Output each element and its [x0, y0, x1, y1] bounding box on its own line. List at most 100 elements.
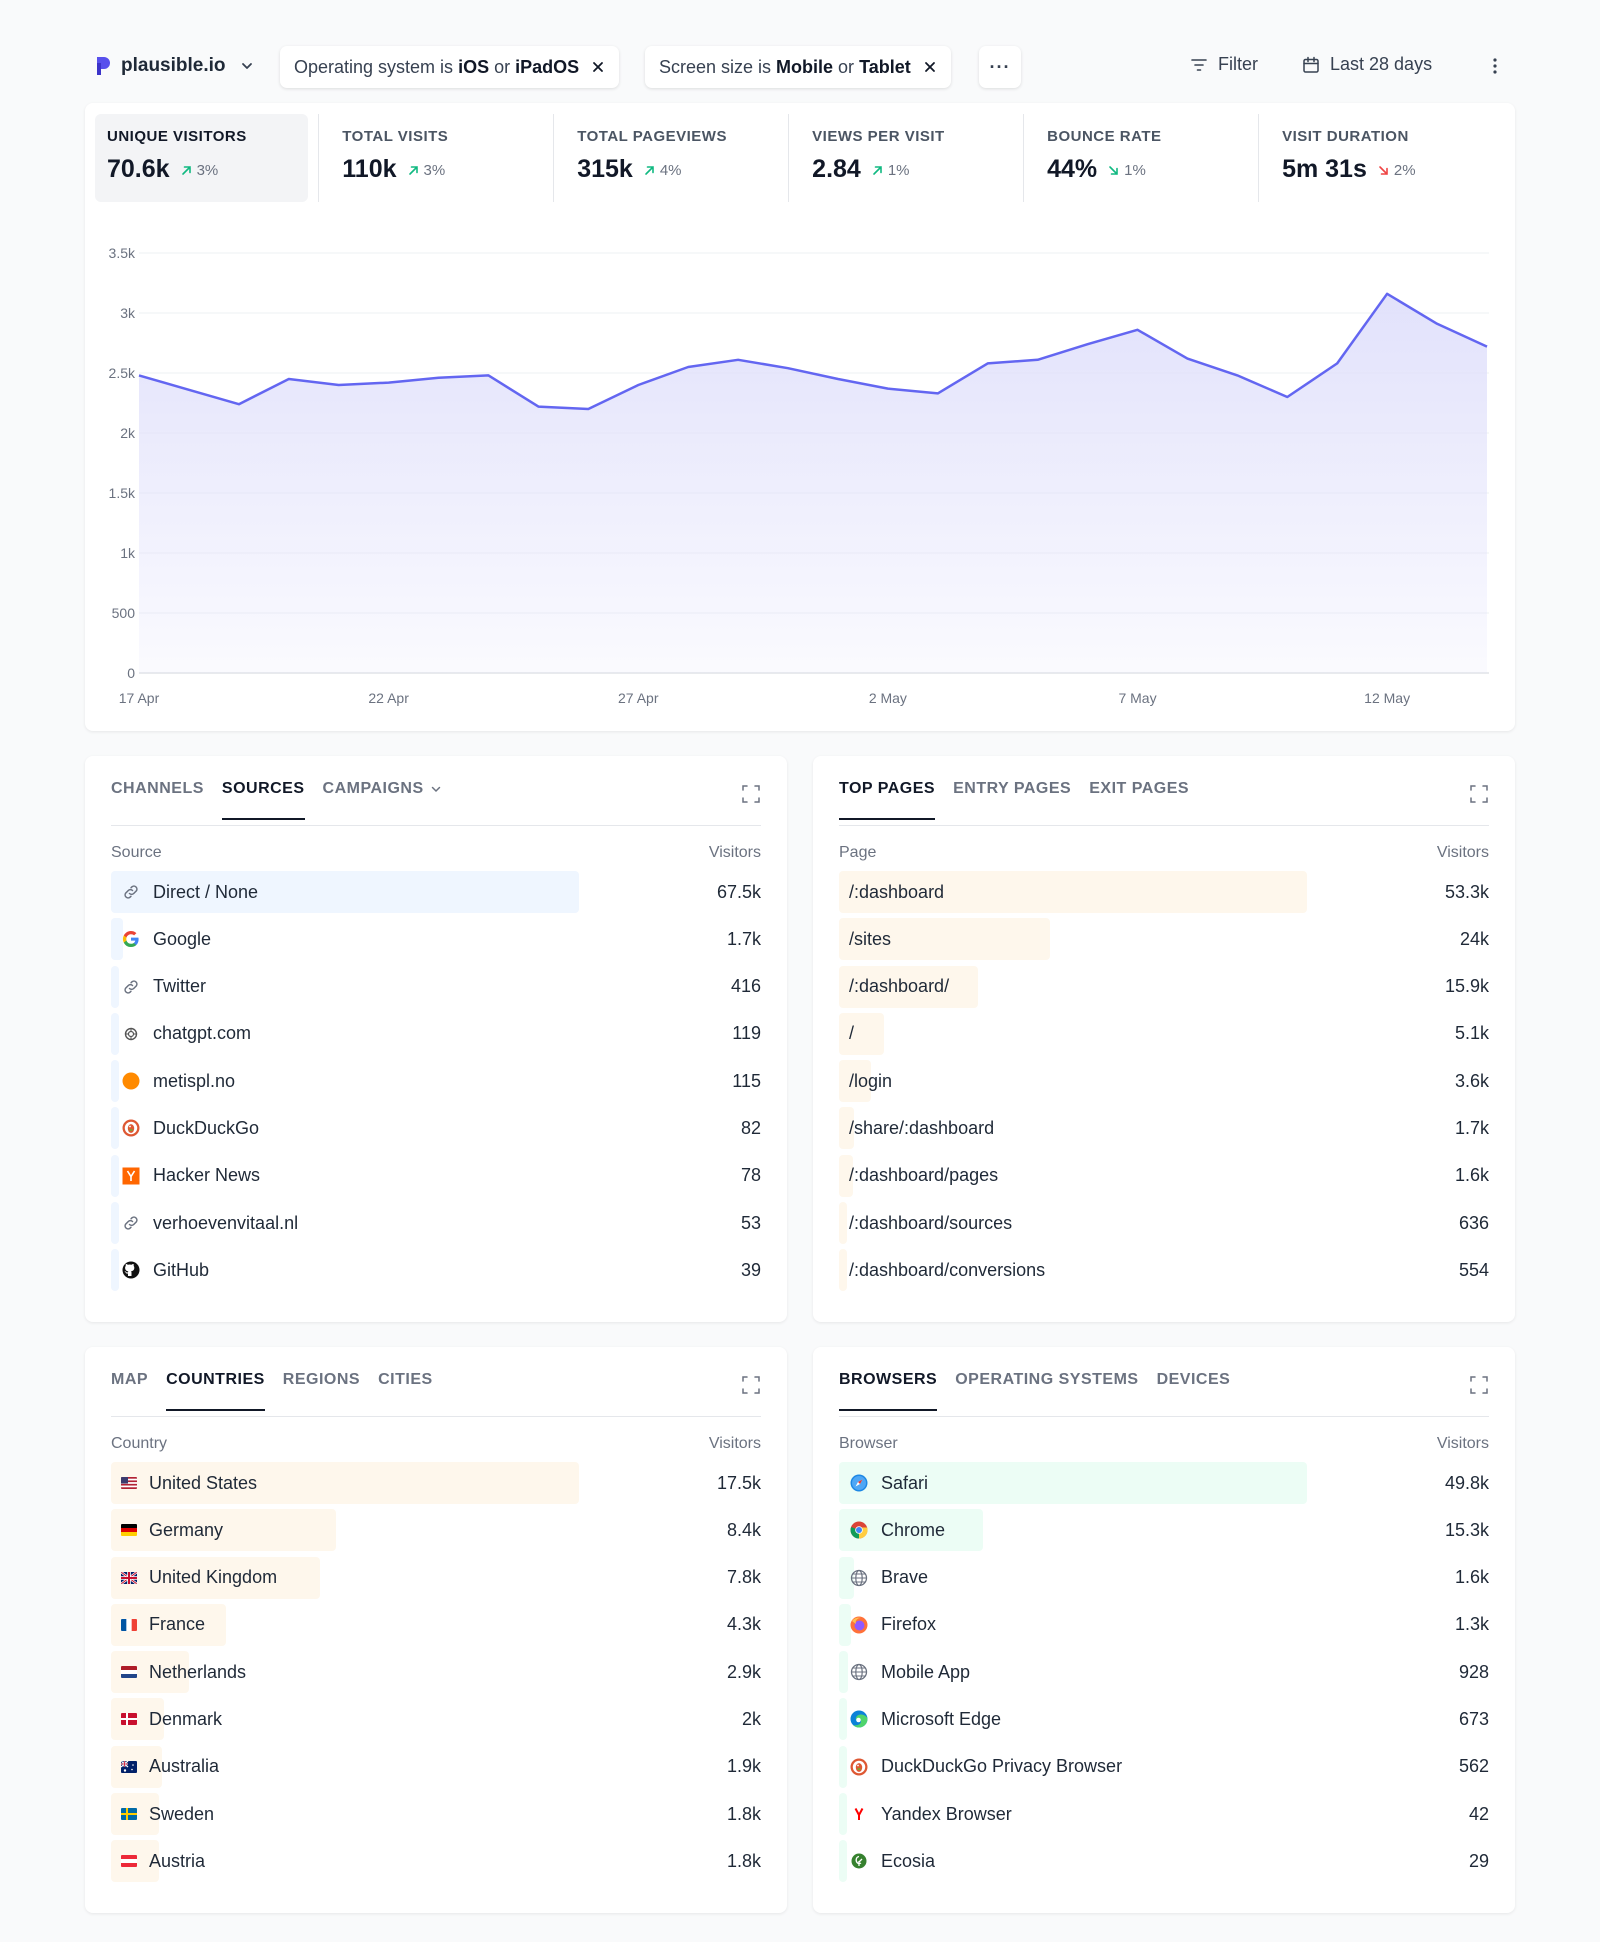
country-row[interactable]: Australia 1.9k [111, 1745, 761, 1788]
metric-views-per-visit[interactable]: VIEWS PER VISIT 2.84 1% [788, 114, 1035, 202]
source-row[interactable]: metispl.no 115 [111, 1060, 761, 1103]
filter-button[interactable]: Filter [1190, 54, 1258, 75]
browser-row[interactable]: Ecosia 29 [839, 1840, 1489, 1883]
data-point[interactable] [183, 384, 195, 396]
tab-exit-pages[interactable]: EXIT PAGES [1089, 780, 1189, 820]
data-point[interactable] [1082, 338, 1094, 350]
country-row[interactable]: France 4.3k [111, 1603, 761, 1646]
tab-browsers[interactable]: BROWSERS [839, 1371, 938, 1411]
tab-campaigns[interactable]: CAMPAIGNS [323, 780, 442, 820]
browser-row[interactable]: Yandex Browser 42 [839, 1793, 1489, 1836]
tab-divider [839, 1416, 1489, 1417]
data-point[interactable] [682, 361, 694, 373]
more-options-icon[interactable] [1485, 54, 1505, 78]
y-tick-label: 3k [120, 305, 136, 321]
source-row[interactable]: Hacker News 78 [111, 1154, 761, 1197]
metric-unique-visitors[interactable]: UNIQUE VISITORS 70.6k 3% [95, 114, 309, 202]
page-row[interactable]: /share/:dashboard 1.7k [839, 1107, 1489, 1150]
data-point[interactable] [1431, 318, 1443, 330]
tab-sources[interactable]: SOURCES [221, 780, 305, 820]
country-row[interactable]: United States 17.5k [111, 1462, 761, 1504]
data-point[interactable] [1331, 357, 1343, 369]
browser-row[interactable]: Firefox 1.3k [839, 1603, 1489, 1646]
data-point[interactable] [383, 377, 395, 389]
source-row[interactable]: GitHub 39 [111, 1249, 761, 1292]
data-point[interactable] [1231, 369, 1243, 381]
page-row[interactable]: /login 3.6k [839, 1060, 1489, 1103]
metric-total-visits[interactable]: TOTAL VISITS 110k 3% [318, 114, 565, 202]
page-row[interactable]: /:dashboard/sources 636 [839, 1202, 1489, 1245]
filter-pill-operating-system[interactable]: Operating system is iOS or iPadOS [280, 46, 620, 88]
tab-devices[interactable]: DEVICES [1157, 1371, 1231, 1411]
expand-icon[interactable] [741, 1375, 761, 1395]
data-point[interactable] [1132, 324, 1144, 336]
data-point[interactable] [1381, 288, 1393, 300]
data-point[interactable] [283, 373, 295, 385]
tab-top-pages[interactable]: TOP PAGES [839, 780, 936, 820]
close-icon[interactable] [591, 60, 605, 74]
country-row[interactable]: Denmark 2k [111, 1698, 761, 1741]
country-row[interactable]: Sweden 1.8k [111, 1793, 761, 1836]
data-point[interactable] [1181, 353, 1193, 365]
data-point[interactable] [582, 403, 594, 415]
data-point[interactable] [333, 379, 345, 391]
browser-row[interactable]: DuckDuckGo Privacy Browser 562 [839, 1745, 1489, 1788]
browser-row[interactable]: Safari 49.8k [839, 1462, 1489, 1504]
site-switcher[interactable]: plausible.io [95, 55, 254, 77]
browser-row[interactable]: Brave 1.6k [839, 1556, 1489, 1599]
data-point[interactable] [233, 398, 245, 410]
page-row[interactable]: /:dashboard/conversions 554 [839, 1249, 1489, 1292]
page-row[interactable]: / 5.1k [839, 1012, 1489, 1055]
close-icon[interactable] [923, 60, 937, 74]
data-point[interactable] [1481, 341, 1493, 353]
expand-icon[interactable] [741, 784, 761, 804]
country-row[interactable]: Austria 1.8k [111, 1840, 761, 1883]
tab-map[interactable]: MAP [111, 1371, 148, 1411]
tab-countries[interactable]: COUNTRIES [166, 1371, 265, 1411]
more-filters-button[interactable]: ··· [979, 46, 1021, 88]
source-row[interactable]: Direct / None 67.5k [111, 871, 761, 913]
expand-icon[interactable] [1469, 784, 1489, 804]
data-point[interactable] [782, 362, 794, 374]
data-point[interactable] [532, 401, 544, 413]
page-row[interactable]: /:dashboard/pages 1.6k [839, 1154, 1489, 1197]
source-row[interactable]: Twitter 416 [111, 965, 761, 1008]
country-row[interactable]: Netherlands 2.9k [111, 1651, 761, 1694]
source-row[interactable]: Google 1.7k [111, 918, 761, 961]
browser-row[interactable]: Microsoft Edge 673 [839, 1698, 1489, 1741]
tab-entry-pages[interactable]: ENTRY PAGES [953, 780, 1071, 820]
expand-icon[interactable] [1469, 1375, 1489, 1395]
source-row[interactable]: DuckDuckGo 82 [111, 1107, 761, 1150]
tab-operating-systems[interactable]: OPERATING SYSTEMS [955, 1371, 1138, 1411]
browser-row[interactable]: Chrome 15.3k [839, 1509, 1489, 1552]
data-point[interactable] [732, 354, 744, 366]
metric-bounce-rate[interactable]: BOUNCE RATE 44% 1% [1023, 114, 1270, 202]
date-range-picker[interactable]: Last 28 days [1302, 54, 1432, 75]
browser-list: Safari 49.8k Chrome 15.3k Brave 1.6k Fir… [839, 1462, 1489, 1888]
tab-channels[interactable]: CHANNELS [111, 780, 204, 820]
data-point[interactable] [932, 387, 944, 399]
data-point[interactable] [632, 379, 644, 391]
data-point[interactable] [982, 357, 994, 369]
data-point[interactable] [482, 369, 494, 381]
country-row[interactable]: Germany 8.4k [111, 1509, 761, 1552]
metric-visit-duration[interactable]: VISIT DURATION 5m 31s 2% [1258, 114, 1505, 202]
data-point[interactable] [882, 383, 894, 395]
source-row[interactable]: chatgpt.com 119 [111, 1012, 761, 1055]
country-row[interactable]: United Kingdom 7.8k [111, 1556, 761, 1599]
data-point[interactable] [832, 373, 844, 385]
browser-row[interactable]: Mobile App 928 [839, 1651, 1489, 1694]
page-row[interactable]: /:dashboard/ 15.9k [839, 965, 1489, 1008]
data-point[interactable] [1032, 354, 1044, 366]
metric-total-pageviews[interactable]: TOTAL PAGEVIEWS 315k 4% [553, 114, 800, 202]
tab-cities[interactable]: CITIES [378, 1371, 433, 1411]
data-point[interactable] [1281, 391, 1293, 403]
page-row[interactable]: /sites 24k [839, 918, 1489, 961]
tab-regions[interactable]: REGIONS [283, 1371, 360, 1411]
data-point[interactable] [433, 372, 445, 384]
source-row[interactable]: verhoevenvitaal.nl 53 [111, 1202, 761, 1245]
metric-label: VIEWS PER VISIT [812, 128, 945, 145]
page-row[interactable]: /:dashboard 53.3k [839, 871, 1489, 913]
filter-pill-screen-size[interactable]: Screen size is Mobile or Tablet [645, 46, 951, 88]
data-point[interactable] [133, 369, 145, 381]
